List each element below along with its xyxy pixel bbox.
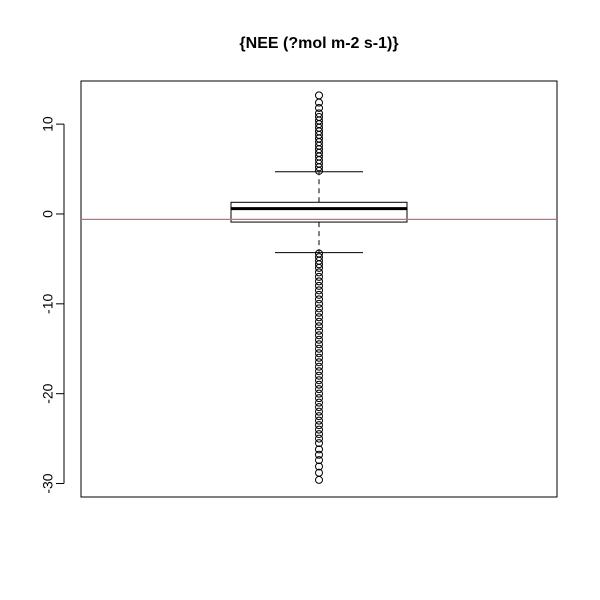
lower-outlier-point xyxy=(315,286,323,295)
lower-outlier-point xyxy=(315,322,323,331)
lower-outlier-point xyxy=(315,385,323,394)
lower-outlier-point xyxy=(315,398,323,407)
lower-outlier-point xyxy=(315,349,323,358)
lower-outlier-point xyxy=(315,462,323,471)
upper-outlier-point xyxy=(315,112,323,121)
lower-outlier-point xyxy=(315,331,323,340)
lower-outlier-point xyxy=(315,335,323,344)
lower-outlier-point xyxy=(315,290,323,299)
upper-outlier-point xyxy=(315,98,323,107)
lower-outlier-point xyxy=(315,308,323,317)
lower-outlier-point xyxy=(315,344,323,353)
upper-outlier-point xyxy=(315,91,323,100)
lower-outlier-point xyxy=(315,358,323,367)
plot-frame xyxy=(80,80,558,498)
lower-outlier-point xyxy=(315,407,323,416)
lower-outlier-point xyxy=(315,326,323,335)
y-tick-label: 10 xyxy=(40,116,56,132)
y-tick-label: -10 xyxy=(40,293,56,313)
lower-outlier-point xyxy=(315,450,323,459)
box-iqr xyxy=(230,201,408,223)
lower-outlier-point xyxy=(315,272,323,281)
lower-outlier-point xyxy=(315,371,323,380)
lower-outlier-point xyxy=(315,430,323,439)
y-tick-label: -30 xyxy=(40,473,56,493)
lower-outlier-point xyxy=(315,403,323,412)
lower-outlier-point xyxy=(315,295,323,304)
lower-outlier-point xyxy=(315,475,323,484)
lower-outlier-point xyxy=(315,304,323,313)
lower-outlier-point xyxy=(315,421,323,430)
lower-outlier-point xyxy=(315,389,323,398)
lower-outlier-point xyxy=(315,394,323,403)
lower-outlier-point xyxy=(315,380,323,389)
plot-area: 10 0 -10 -20 -30 xyxy=(40,80,558,498)
lower-outlier-point xyxy=(315,425,323,434)
y-tick-label: -20 xyxy=(40,383,56,403)
lower-outlier-point xyxy=(315,281,323,290)
lower-outlier-point xyxy=(315,317,323,326)
lower-outlier-point xyxy=(315,260,323,269)
lower-outlier-point xyxy=(315,376,323,385)
lower-outlier-point xyxy=(315,439,323,448)
lower-outlier-point xyxy=(315,456,323,465)
lower-outlier-point xyxy=(315,340,323,349)
lower-outlier-point xyxy=(315,367,323,376)
lower-outlier-point xyxy=(315,353,323,362)
chart-title: {NEE (?mol m-2 s-1)} xyxy=(239,35,398,52)
lower-outlier-point xyxy=(315,434,323,443)
lower-outlier-point xyxy=(315,445,323,454)
lower-outlier-point xyxy=(315,277,323,286)
lower-outlier-point xyxy=(315,412,323,421)
upper-outlier-point xyxy=(315,109,323,118)
lower-outlier-point xyxy=(315,416,323,425)
lower-outlier-point xyxy=(315,263,323,272)
lower-outlier-point xyxy=(315,362,323,371)
y-tick-label: 0 xyxy=(40,210,56,218)
upper-outlier-point xyxy=(315,103,323,112)
lower-outlier-point xyxy=(315,299,323,308)
lower-outlier-point xyxy=(315,313,323,322)
lower-outlier-point xyxy=(315,268,323,277)
